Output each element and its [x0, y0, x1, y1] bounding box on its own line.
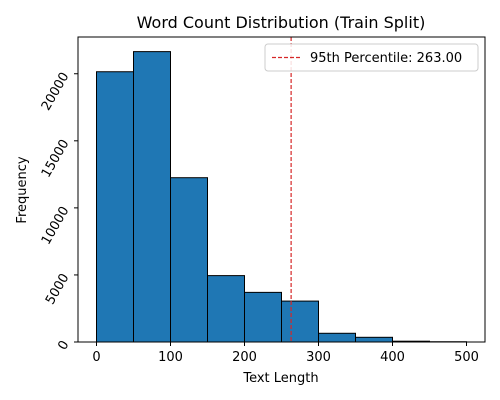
x-tick-label: 400	[380, 350, 405, 365]
y-tick-label: 10000	[39, 204, 73, 247]
x-tick-label: 200	[232, 350, 257, 365]
y-tick-label: 0	[55, 338, 72, 353]
histogram-bar	[281, 300, 319, 343]
axes-frame	[77, 36, 486, 343]
histogram-bar	[207, 275, 245, 343]
x-axis-label: Text Length	[242, 371, 318, 386]
y-tick-label: 20000	[39, 70, 73, 113]
legend: 95th Percentile: 263.00	[264, 43, 479, 72]
chart-title: Word Count Distribution (Train Split)	[137, 13, 426, 32]
histogram-bar	[170, 177, 208, 343]
legend-frame	[264, 43, 479, 72]
histogram-bar	[96, 71, 134, 343]
y-tick-label: 15000	[39, 137, 73, 180]
x-tick-label: 300	[306, 350, 331, 365]
histogram-bar	[355, 336, 393, 343]
x-tick-label: 500	[454, 350, 479, 365]
histogram-bar	[318, 332, 356, 343]
histogram-bar	[244, 291, 282, 343]
y-tick-label: 5000	[43, 271, 73, 307]
y-axis-label: Frequency	[15, 156, 30, 223]
legend-reference-line-label: 95th Percentile: 263.00	[310, 51, 462, 66]
histogram-bar	[133, 51, 171, 343]
x-tick-label: 0	[92, 350, 100, 365]
x-tick-label: 100	[158, 350, 183, 365]
